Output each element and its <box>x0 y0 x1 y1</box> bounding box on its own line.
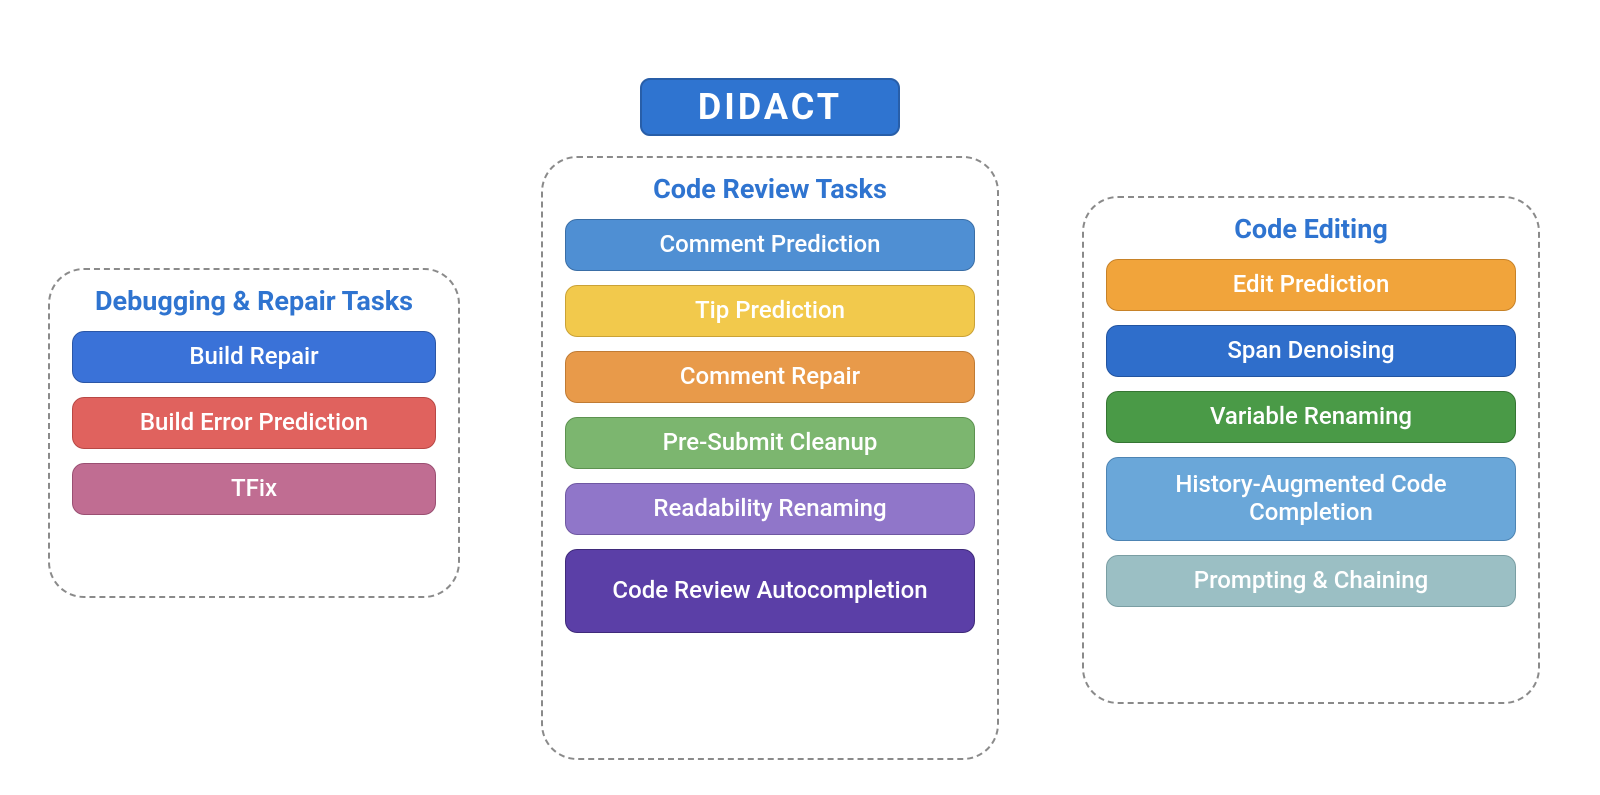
title-badge-label: DIDACT <box>698 86 842 128</box>
pill-pre-submit-cleanup: Pre-Submit Cleanup <box>565 417 975 469</box>
title-badge: DIDACT <box>640 78 900 136</box>
pill-tfix: TFix <box>72 463 436 515</box>
panel-title-code-editing: Code Editing <box>1084 214 1538 245</box>
panel-title-debugging-repair: Debugging & Repair Tasks <box>78 286 430 317</box>
pill-variable-renaming: Variable Renaming <box>1106 391 1516 443</box>
pill-history-augmented-code-completion: History-Augmented Code Completion <box>1106 457 1516 541</box>
pill-build-repair: Build Repair <box>72 331 436 383</box>
pill-code-review-autocompletion: Code Review Autocompletion <box>565 549 975 633</box>
pill-edit-prediction: Edit Prediction <box>1106 259 1516 311</box>
panel-debugging-repair: Debugging & Repair Tasks Build Repair Bu… <box>48 268 460 598</box>
pill-prompting-chaining: Prompting & Chaining <box>1106 555 1516 607</box>
pill-build-error-prediction: Build Error Prediction <box>72 397 436 449</box>
pill-span-denoising: Span Denoising <box>1106 325 1516 377</box>
pill-comment-repair: Comment Repair <box>565 351 975 403</box>
panel-code-review: Code Review Tasks Comment Prediction Tip… <box>541 156 999 760</box>
pill-list-code-editing: Edit Prediction Span Denoising Variable … <box>1084 259 1538 629</box>
pill-readability-renaming: Readability Renaming <box>565 483 975 535</box>
panel-code-editing: Code Editing Edit Prediction Span Denois… <box>1082 196 1540 704</box>
pill-comment-prediction: Comment Prediction <box>565 219 975 271</box>
panel-title-code-review: Code Review Tasks <box>543 174 997 205</box>
pill-list-debugging-repair: Build Repair Build Error Prediction TFix <box>50 331 458 537</box>
pill-list-code-review: Comment Prediction Tip Prediction Commen… <box>543 219 997 655</box>
pill-tip-prediction: Tip Prediction <box>565 285 975 337</box>
